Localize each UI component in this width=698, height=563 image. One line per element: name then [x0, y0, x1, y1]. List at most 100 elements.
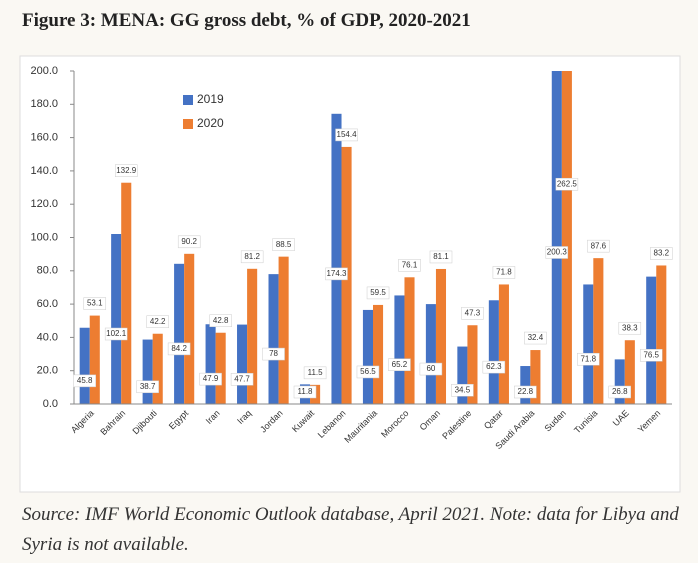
y-tick-label: 120.0	[30, 198, 58, 210]
value-label: 22.8	[518, 387, 534, 396]
value-label: 42.2	[150, 317, 166, 326]
chart: 0.0 20.0 40.0 60.0 80.0 100.0 120.0 140.0 160.0 1…	[19, 55, 681, 493]
value-label-box	[73, 374, 96, 388]
value-label-box	[114, 164, 138, 177]
chart-title: Figure 3: MENA: GG gross debt, % of GDP,…	[22, 10, 471, 31]
bar	[425, 304, 436, 404]
value-label-box	[587, 239, 610, 253]
value-label-box	[608, 385, 632, 399]
value-label-box	[272, 238, 295, 251]
value-label-box	[639, 349, 663, 362]
value-label: 11.8	[298, 387, 314, 396]
value-label-box	[618, 321, 642, 335]
bar	[530, 350, 541, 404]
value-label: 88.5	[276, 240, 292, 249]
bar	[457, 346, 468, 404]
value-label: 59.5	[370, 288, 386, 297]
y-tick-label: 0.0	[43, 398, 58, 410]
legend-swatch	[183, 95, 193, 105]
value-label-box	[429, 250, 453, 264]
value-label: 45.8	[77, 376, 93, 385]
value-label-box	[335, 128, 358, 142]
legend-label: 2020	[197, 116, 224, 130]
value-label: 47.3	[465, 308, 481, 317]
value-label-box	[240, 250, 264, 264]
bar	[215, 332, 226, 404]
value-label: 34.5	[455, 385, 471, 394]
value-label-box	[209, 314, 232, 327]
value-label: 174.3	[326, 269, 347, 278]
y-tick-label: 200.0	[30, 65, 58, 77]
value-label: 102.1	[106, 329, 127, 338]
bar	[268, 274, 279, 404]
value-label-box	[230, 373, 254, 386]
value-label-box	[577, 352, 600, 366]
value-label-box	[398, 259, 421, 272]
bar	[121, 182, 132, 404]
bar	[184, 253, 195, 404]
bar	[142, 339, 153, 404]
bar	[467, 325, 478, 404]
bar	[614, 359, 625, 404]
value-label: 38.7	[140, 382, 156, 391]
bar	[205, 324, 216, 404]
bar	[331, 113, 342, 404]
value-label: 81.1	[433, 252, 449, 261]
value-label: 56.5	[360, 367, 376, 376]
y-tick-label: 140.0	[30, 165, 58, 177]
value-label-box	[482, 360, 506, 374]
y-tick-label: 20.0	[37, 365, 58, 377]
value-label: 90.2	[181, 237, 197, 246]
value-label-box	[199, 372, 222, 386]
value-label-box	[555, 177, 579, 191]
value-label: 87.6	[591, 241, 607, 250]
bar	[656, 265, 667, 404]
bar	[646, 276, 657, 404]
value-label: 200.3	[547, 248, 568, 257]
value-label-box	[492, 266, 516, 279]
value-label-box	[366, 286, 390, 300]
value-label-box	[524, 331, 547, 345]
bar	[435, 268, 447, 404]
value-label-box	[83, 297, 107, 310]
value-label: 47.9	[203, 374, 219, 383]
value-label-box	[167, 342, 191, 356]
value-label-box	[650, 247, 673, 260]
value-label-box	[514, 385, 537, 399]
value-label: 76.1	[402, 260, 418, 269]
value-label-box	[262, 347, 285, 361]
legend-label: 2019	[197, 92, 224, 106]
bar	[237, 324, 248, 404]
value-label: 32.4	[528, 333, 544, 342]
value-label: 62.3	[486, 362, 502, 371]
value-label-box	[293, 385, 317, 399]
bar	[111, 234, 122, 404]
bar	[561, 71, 572, 404]
bar	[404, 277, 415, 404]
bar	[79, 327, 90, 404]
value-label: 11.5	[308, 368, 324, 377]
value-label: 47.7	[234, 374, 250, 383]
value-label: 65.2	[392, 360, 408, 369]
value-label: 53.1	[87, 299, 103, 308]
value-label-box	[325, 267, 348, 281]
bar	[520, 366, 531, 404]
y-tick-label: 180.0	[30, 98, 58, 110]
value-label-box	[104, 327, 128, 341]
legend-swatch	[183, 119, 193, 129]
value-label: 71.8	[580, 354, 596, 363]
value-label-box	[545, 246, 569, 259]
bar	[89, 315, 100, 404]
value-label: 60	[426, 364, 435, 373]
bar	[247, 268, 258, 404]
value-label-box	[356, 365, 380, 379]
bar	[362, 309, 373, 404]
bar	[593, 258, 604, 404]
y-tick-label: 160.0	[30, 132, 58, 144]
bar	[174, 263, 185, 404]
value-label: 38.3	[622, 323, 638, 332]
bar	[583, 284, 594, 404]
value-label-box	[419, 362, 443, 376]
value-label: 154.4	[337, 130, 358, 139]
